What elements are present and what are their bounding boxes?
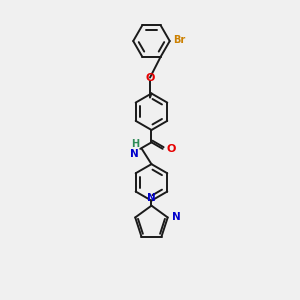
- Text: Br: Br: [173, 35, 185, 46]
- Text: N: N: [147, 193, 156, 203]
- Text: H: H: [131, 139, 139, 149]
- Text: N: N: [172, 212, 181, 223]
- Text: O: O: [145, 73, 155, 82]
- Text: N: N: [130, 149, 139, 159]
- Text: O: O: [166, 144, 176, 154]
